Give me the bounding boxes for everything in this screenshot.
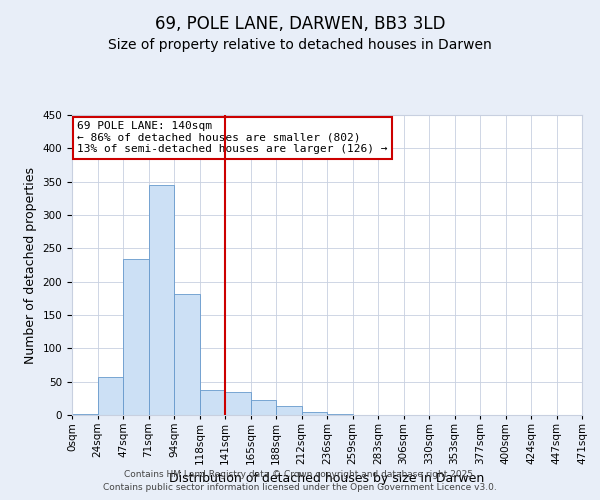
Y-axis label: Number of detached properties: Number of detached properties — [24, 166, 37, 364]
Bar — [123, 259, 149, 415]
Bar — [276, 406, 302, 415]
Bar — [327, 414, 353, 415]
Text: 69, POLE LANE, DARWEN, BB3 3LD: 69, POLE LANE, DARWEN, BB3 3LD — [155, 15, 445, 33]
Text: Contains public sector information licensed under the Open Government Licence v3: Contains public sector information licen… — [103, 484, 497, 492]
Bar — [225, 392, 251, 415]
Bar — [97, 377, 123, 415]
Bar — [149, 185, 174, 415]
Bar — [174, 294, 199, 415]
Text: 69 POLE LANE: 140sqm
← 86% of detached houses are smaller (802)
13% of semi-deta: 69 POLE LANE: 140sqm ← 86% of detached h… — [77, 121, 388, 154]
X-axis label: Distribution of detached houses by size in Darwen: Distribution of detached houses by size … — [169, 472, 485, 486]
Text: Contains HM Land Registry data © Crown copyright and database right 2025.: Contains HM Land Registry data © Crown c… — [124, 470, 476, 479]
Bar — [302, 412, 327, 415]
Bar — [251, 400, 276, 415]
Bar — [72, 414, 97, 415]
Bar — [199, 390, 225, 415]
Text: Size of property relative to detached houses in Darwen: Size of property relative to detached ho… — [108, 38, 492, 52]
